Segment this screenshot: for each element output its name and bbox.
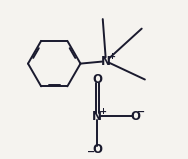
Text: N: N [92, 110, 102, 123]
Text: +: + [99, 107, 106, 116]
Text: O: O [130, 110, 140, 123]
Text: O: O [92, 73, 102, 86]
Text: N: N [101, 55, 111, 68]
Text: −: − [137, 107, 145, 117]
Text: O: O [92, 143, 102, 156]
Text: −: − [87, 147, 95, 157]
Text: +: + [108, 52, 115, 61]
